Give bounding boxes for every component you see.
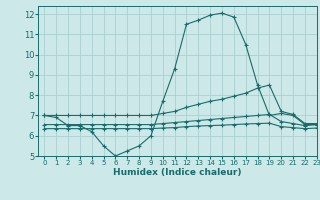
X-axis label: Humidex (Indice chaleur): Humidex (Indice chaleur): [113, 168, 242, 177]
